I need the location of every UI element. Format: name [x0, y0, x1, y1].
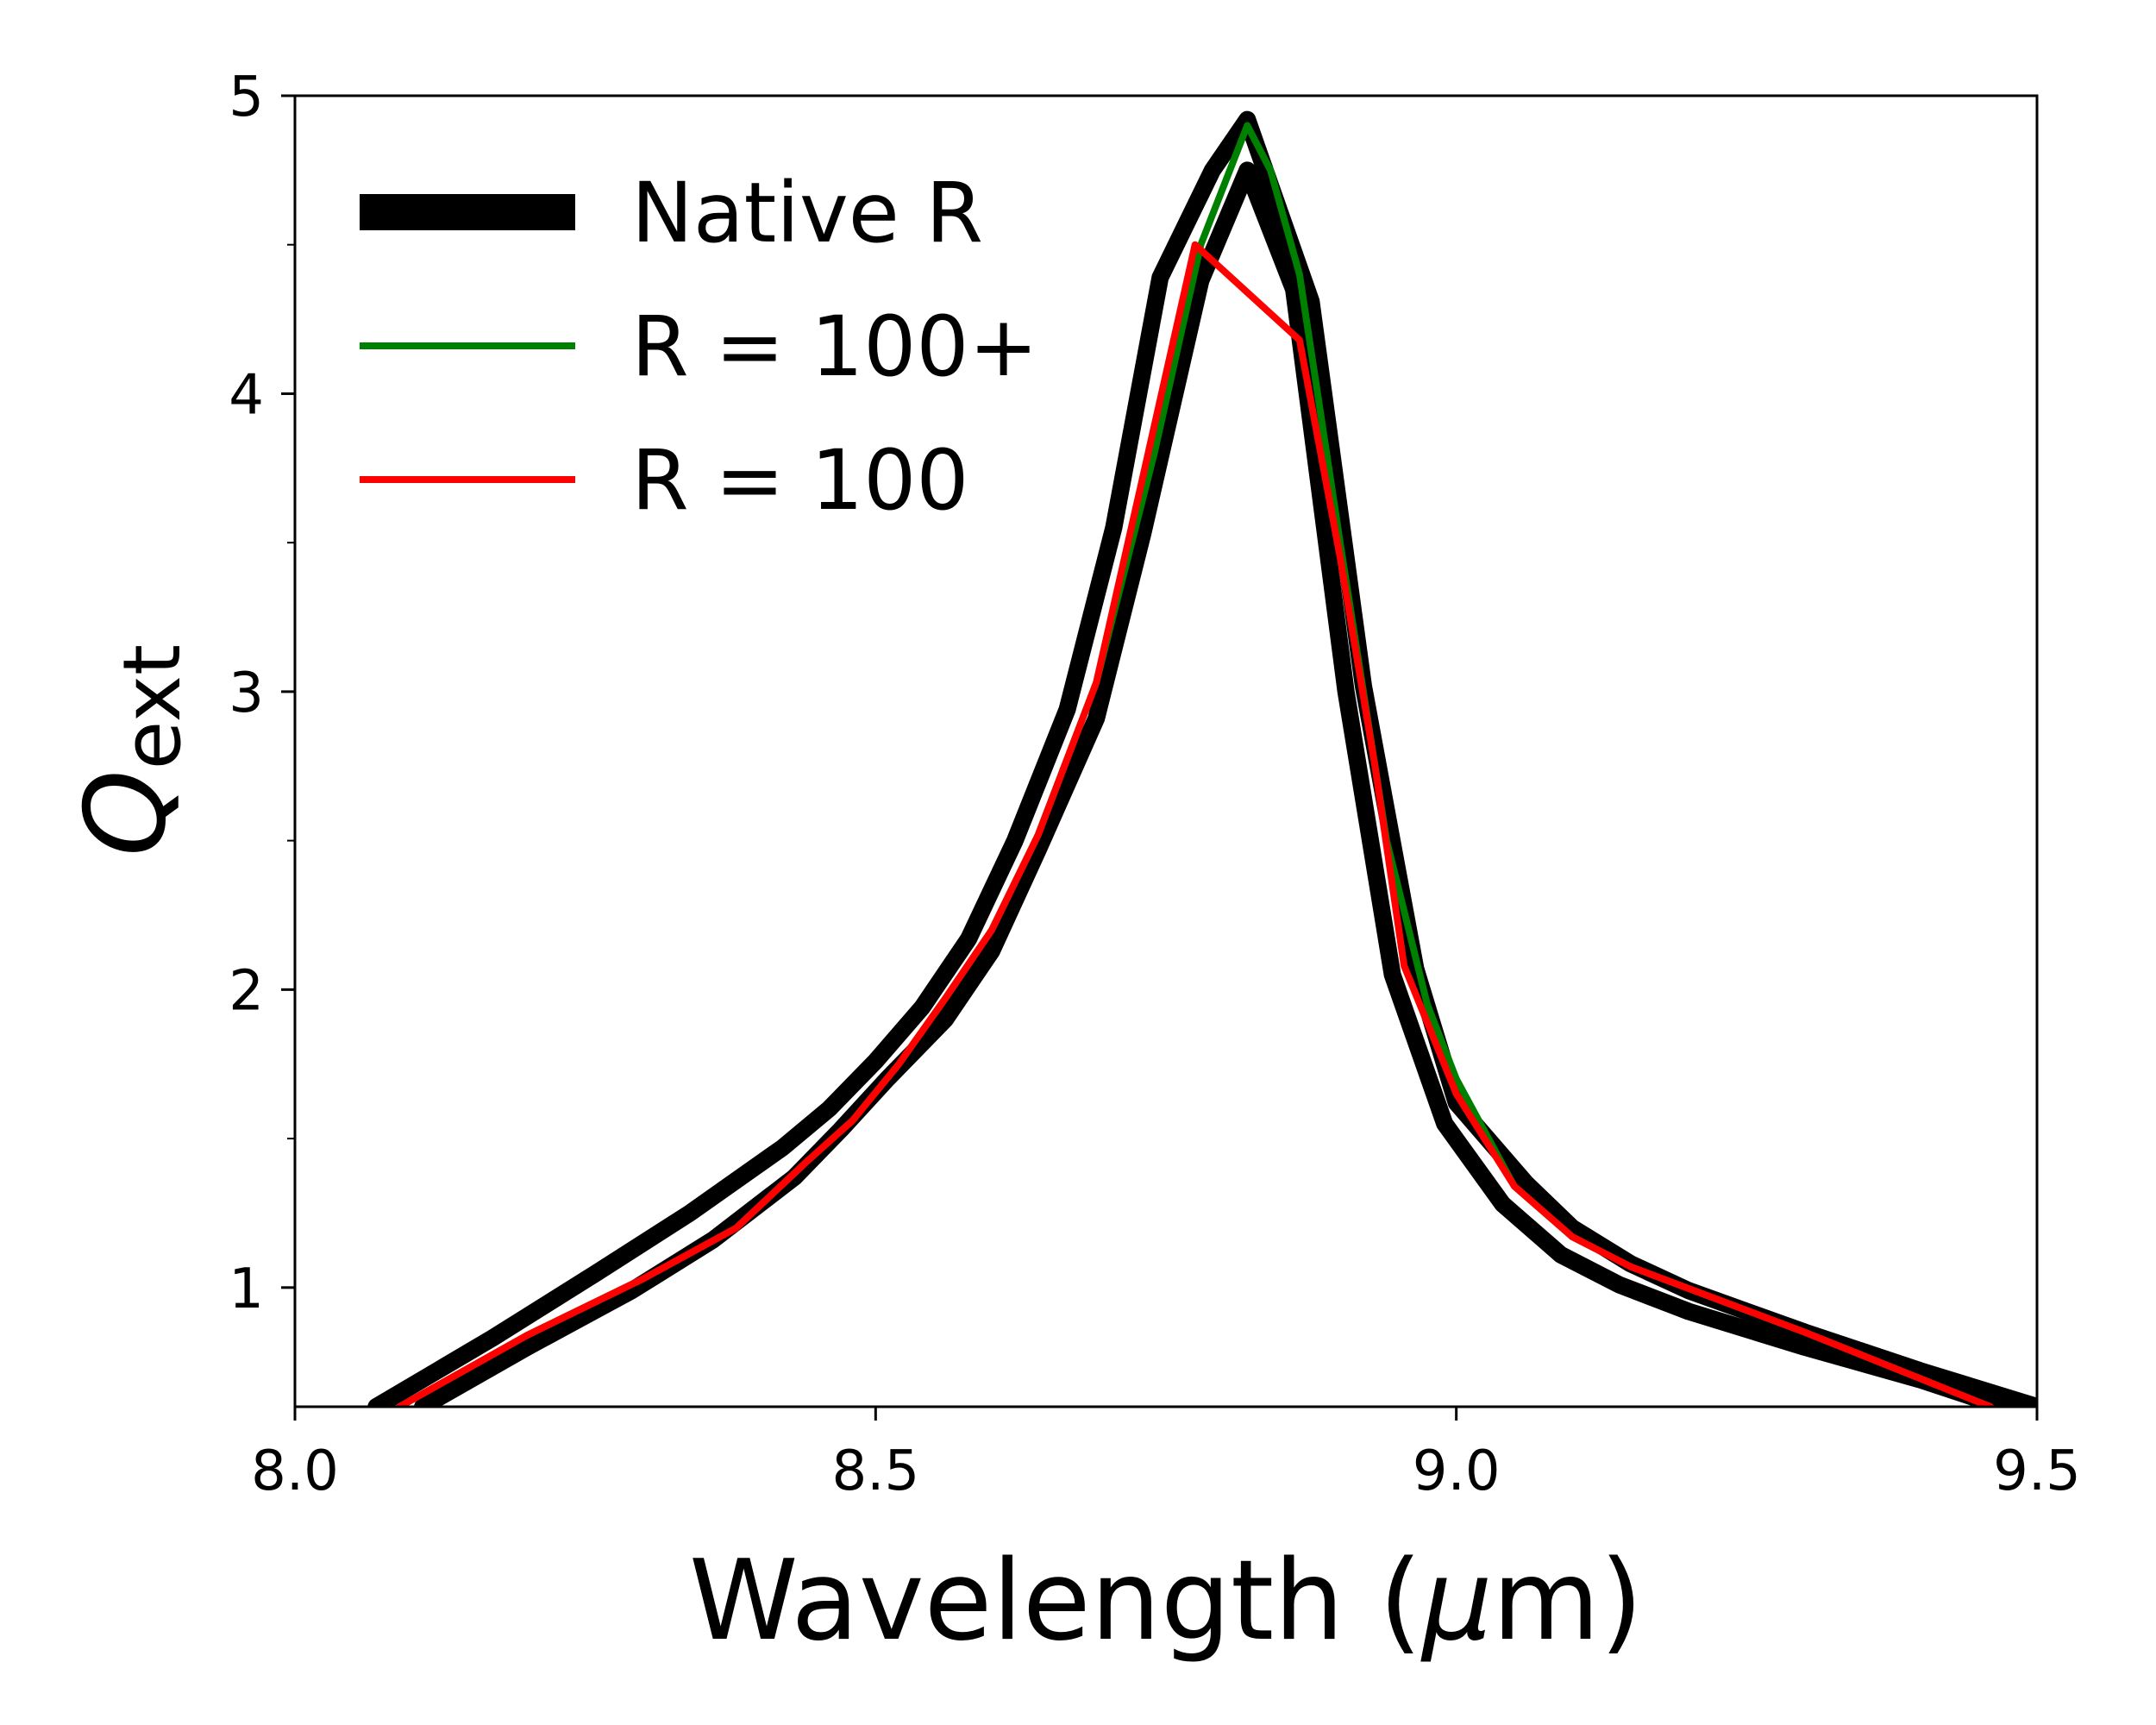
y-axis-label-sub: ext	[106, 644, 198, 770]
svg-text:Qext: Qext	[62, 644, 198, 856]
legend-label-0: Native R	[631, 165, 983, 261]
x-tick-label: 9.0	[1413, 1440, 1501, 1503]
x-tick-label: 9.5	[1993, 1440, 2081, 1503]
y-tick-label: 4	[229, 363, 264, 427]
series-line-0	[367, 110, 2037, 1407]
y-tick-label: 2	[229, 959, 264, 1023]
y-axis-label: Qext	[62, 644, 198, 856]
x-axis-label: Wavelength (μm)	[689, 1537, 1643, 1665]
x-axis-label-mu: μ	[1420, 1537, 1492, 1665]
y-axis-label-main: Q	[62, 769, 191, 856]
y-tick-label: 1	[229, 1258, 264, 1321]
x-axis-label-before: Wavelength (	[689, 1537, 1422, 1665]
legend: Native R R = 100+ R = 100	[360, 165, 1038, 529]
series-layer	[367, 110, 2037, 1407]
x-tick-label: 8.5	[831, 1440, 919, 1503]
x-tick-label: 8.0	[251, 1440, 339, 1503]
y-tick-label: 5	[229, 66, 264, 129]
legend-label-1: R = 100+	[631, 298, 1038, 395]
y-tick-label: 3	[229, 662, 264, 725]
legend-label-2: R = 100	[631, 432, 968, 529]
plot-frame	[293, 94, 2039, 1408]
series-line-3	[396, 241, 1995, 1407]
svg-text:Wavelength (μm): Wavelength (μm)	[689, 1537, 1643, 1665]
x-axis-label-after: m)	[1492, 1537, 1643, 1665]
ticks-layer: 8.0 8.5 9.0 9.5 1 2 3 4 5	[229, 66, 2081, 1503]
